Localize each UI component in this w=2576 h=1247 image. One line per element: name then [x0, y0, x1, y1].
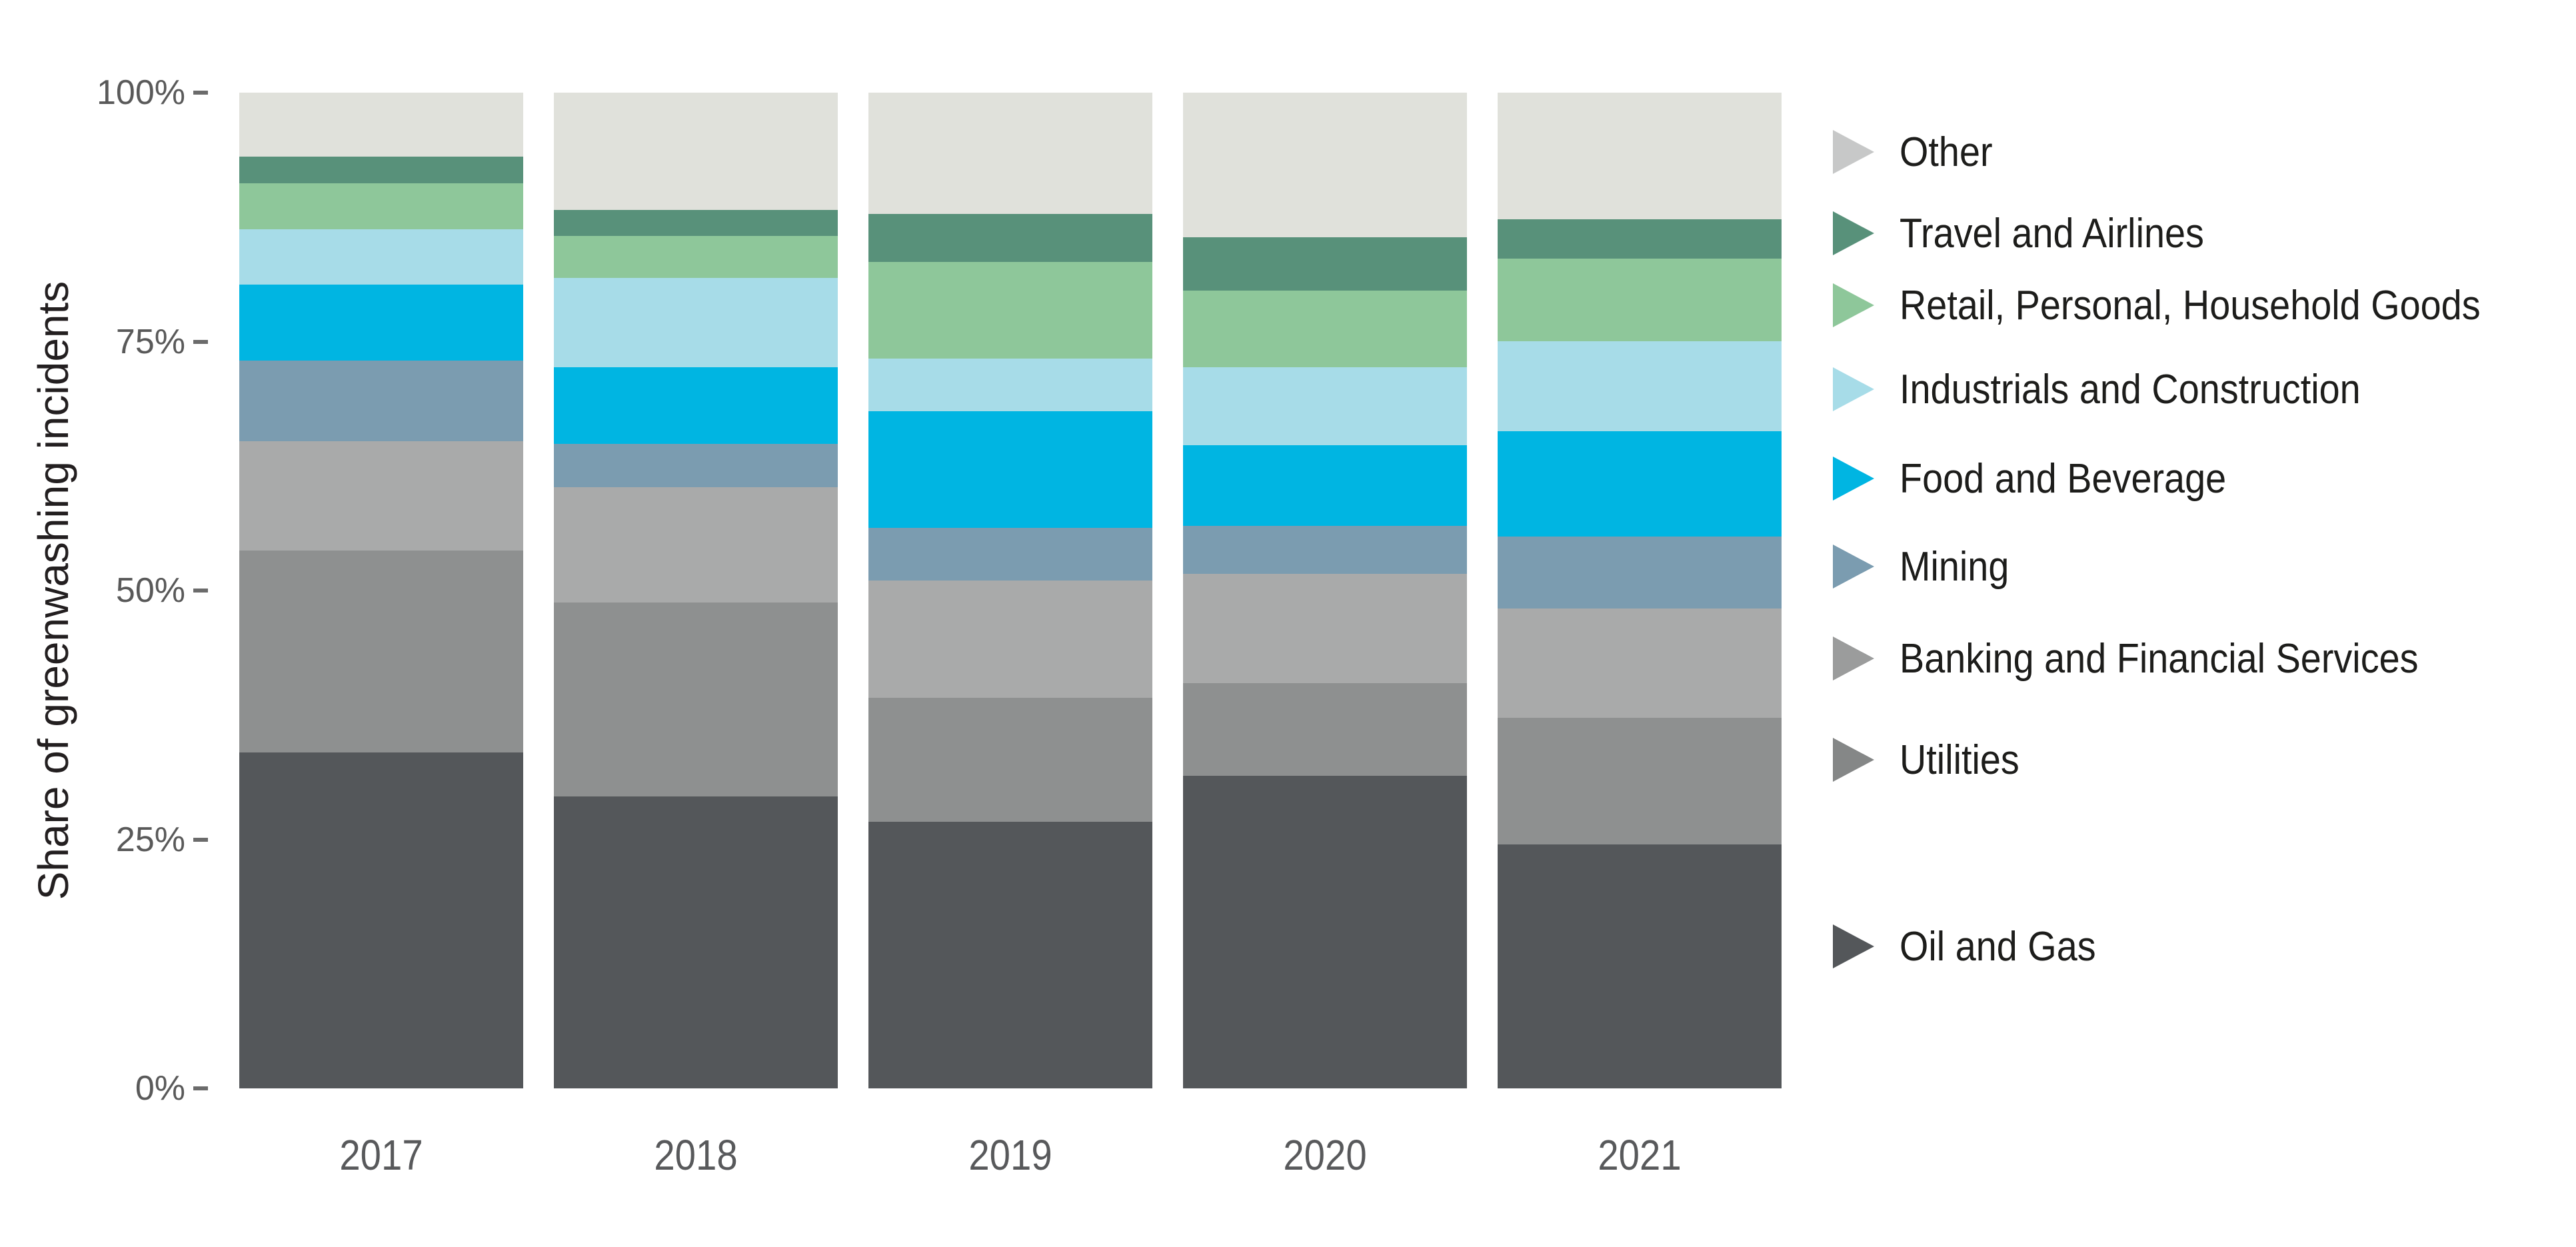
y-tick-25%: 25% [0, 818, 208, 861]
bar-segment-2017-retail-personal-household-goods [239, 183, 523, 229]
legend-label: Utilities [1900, 736, 2019, 783]
legend-item-oil-and-gas: Oil and Gas [1833, 923, 2117, 970]
y-tick-label: 25% [115, 820, 185, 859]
legend-triangle-icon [1833, 924, 1874, 968]
bar-segment-2017-oil-and-gas [239, 752, 523, 1088]
bar-segment-2021-banking-and-financial-services [1498, 608, 1782, 718]
y-tick-mark [193, 837, 208, 842]
y-tick-75%: 75% [0, 321, 208, 363]
legend-label: Food and Beverage [1900, 455, 2227, 502]
legend-triangle-icon [1833, 130, 1874, 174]
legend-triangle-icon [1833, 738, 1874, 782]
legend-item-retail-personal-household-goods: Retail, Personal, Household Goods [1833, 282, 2545, 329]
bar-segment-2019-mining [868, 527, 1152, 581]
legend-triangle-icon [1833, 636, 1874, 680]
legend-item-banking-and-financial-services: Banking and Financial Services [1833, 635, 2476, 682]
legend-label: Industrials and Construction [1900, 366, 2361, 413]
legend-triangle-icon [1833, 457, 1874, 501]
legend-label: Retail, Personal, Household Goods [1900, 282, 2481, 329]
y-tick-50%: 50% [0, 569, 208, 612]
y-tick-label: 50% [115, 571, 185, 610]
bar-segment-2018-other [554, 93, 838, 211]
legend-triangle-icon [1833, 545, 1874, 589]
bar-segment-2021-oil-and-gas [1498, 844, 1782, 1088]
bar-segment-2020-industrials-and-construction [1183, 367, 1467, 445]
bar-segment-2018-travel-and-airlines [554, 210, 838, 237]
legend-item-other: Other [1833, 129, 2003, 175]
legend-item-travel-and-airlines: Travel and Airlines [1833, 210, 2238, 257]
y-tick-label: 100% [97, 73, 185, 112]
y-tick-mark [193, 1086, 208, 1090]
bar-segment-2019-oil-and-gas [868, 821, 1152, 1088]
bar-segment-2017-banking-and-financial-services [239, 441, 523, 551]
x-label-2019: 2019 [968, 1131, 1052, 1179]
bar-segment-2019-retail-personal-household-goods [868, 261, 1152, 359]
bar-segment-2018-utilities [554, 602, 838, 797]
bar-segment-2020-travel-and-airlines [1183, 237, 1467, 291]
y-tick-label: 75% [115, 322, 185, 361]
bar-segment-2017-other [239, 93, 523, 157]
bar-segment-2019-utilities [868, 698, 1152, 822]
bar-segment-2020-utilities [1183, 682, 1467, 776]
x-label-2017: 2017 [339, 1131, 423, 1179]
bar-segment-2021-utilities [1498, 718, 1782, 844]
bar-segment-2017-travel-and-airlines [239, 156, 523, 183]
bar-segment-2019-food-and-beverage [868, 411, 1152, 528]
bar-segment-2018-banking-and-financial-services [554, 487, 838, 603]
y-tick-mark [193, 589, 208, 593]
bar-segment-2019-industrials-and-construction [868, 358, 1152, 412]
bar-segment-2021-travel-and-airlines [1498, 219, 1782, 259]
x-label-2018: 2018 [654, 1131, 738, 1179]
bar-segment-2021-retail-personal-household-goods [1498, 259, 1782, 342]
legend-item-utilities: Utilities [1833, 736, 2033, 783]
bar-segment-2018-retail-personal-household-goods [554, 236, 838, 278]
bar-segment-2017-industrials-and-construction [239, 229, 523, 285]
legend-label: Banking and Financial Services [1900, 635, 2419, 682]
legend-label: Travel and Airlines [1900, 210, 2204, 257]
bar-segment-2018-mining [554, 444, 838, 487]
bar-segment-2021-other [1498, 93, 1782, 219]
bar-segment-2017-mining [239, 360, 523, 441]
legend-label: Oil and Gas [1900, 923, 2096, 970]
legend-triangle-icon [1833, 283, 1874, 327]
bar-segment-2018-food-and-beverage [554, 367, 838, 445]
bar-segment-2017-food-and-beverage [239, 285, 523, 361]
legend-item-food-and-beverage: Food and Beverage [1833, 455, 2263, 502]
bar-segment-2017-utilities [239, 551, 523, 753]
legend-item-industrials-and-construction: Industrials and Construction [1833, 366, 2412, 413]
legend-triangle-icon [1833, 211, 1874, 255]
legend-item-mining: Mining [1833, 543, 2021, 590]
y-tick-mark [193, 91, 208, 95]
bar-segment-2021-mining [1498, 537, 1782, 609]
bar-segment-2018-industrials-and-construction [554, 277, 838, 368]
legend-label: Other [1900, 129, 1993, 175]
bar-2021 [1498, 93, 1782, 1088]
bar-segment-2019-other [868, 93, 1152, 215]
bar-2018 [554, 93, 838, 1088]
y-tick-mark [193, 339, 208, 344]
bar-segment-2020-oil-and-gas [1183, 775, 1467, 1088]
x-label-2020: 2020 [1283, 1131, 1367, 1179]
bar-2017 [239, 93, 523, 1088]
bar-segment-2018-oil-and-gas [554, 796, 838, 1088]
legend-label: Mining [1900, 543, 2009, 590]
bar-segment-2019-travel-and-airlines [868, 214, 1152, 262]
plot-area [239, 93, 1782, 1088]
bar-segment-2020-retail-personal-household-goods [1183, 291, 1467, 368]
bar-segment-2020-banking-and-financial-services [1183, 573, 1467, 683]
x-label-2021: 2021 [1598, 1131, 1682, 1179]
bar-2020 [1183, 93, 1467, 1088]
bar-2019 [868, 93, 1152, 1088]
bar-segment-2020-other [1183, 93, 1467, 237]
bar-segment-2020-food-and-beverage [1183, 445, 1467, 526]
y-tick-100%: 100% [0, 71, 208, 114]
bar-segment-2021-food-and-beverage [1498, 431, 1782, 537]
y-tick-label: 0% [135, 1069, 185, 1108]
legend-triangle-icon [1833, 367, 1874, 411]
bar-segment-2020-mining [1183, 525, 1467, 574]
bar-segment-2021-industrials-and-construction [1498, 341, 1782, 431]
y-tick-0%: 0% [0, 1067, 208, 1110]
bar-segment-2019-banking-and-financial-services [868, 581, 1152, 698]
